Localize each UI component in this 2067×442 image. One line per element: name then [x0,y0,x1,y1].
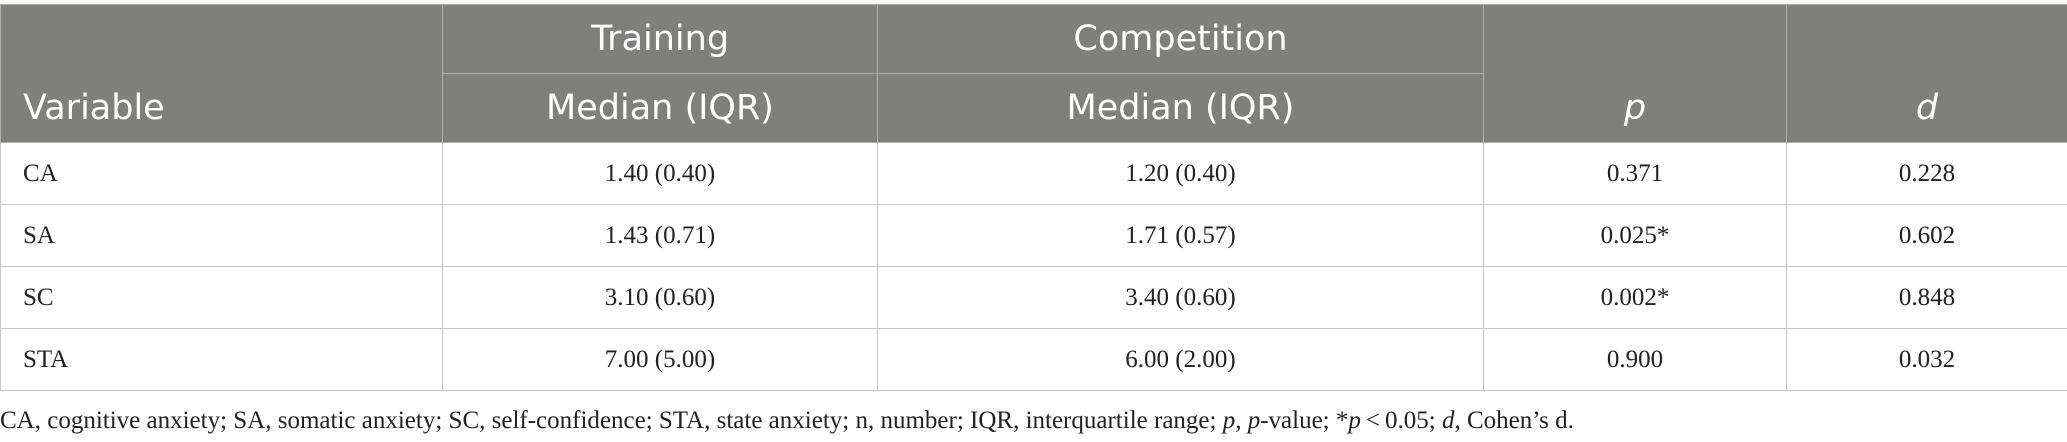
table-cell: 1.20 (0.40) [877,142,1484,205]
footnote-text: p [1247,407,1261,434]
table-body: CA 1.40 (0.40) 1.20 (0.40) 0.371 0.228 SA 1.43… [0,142,2067,391]
table-cell: 3.40 (0.60) [877,266,1484,329]
table-cell: 0.002* [1483,266,1787,329]
table-cell: 6.00 (2.00) [877,328,1484,391]
table-cell: 1.71 (0.57) [877,204,1484,267]
table-cell: 7.00 (5.00) [442,328,878,391]
footnote-text: p [1348,407,1361,434]
row-label: CA [0,142,443,205]
column-header: Median (IQR) [442,73,878,143]
table-cell: 0.602 [1786,204,2067,267]
table-cell: 0.228 [1786,142,2067,205]
footnote-text: CA, cognitive anxiety; SA, somatic anxie… [0,407,1223,434]
column-header: Median (IQR) [877,73,1484,143]
table-row: SA 1.43 (0.71) 1.71 (0.57) 0.025* 0.602 [0,204,2067,267]
table-row: STA 7.00 (5.00) 6.00 (2.00) 0.900 0.032 [0,328,2067,391]
header-cell [0,4,443,74]
footnote-text: -value; * [1260,407,1349,434]
row-label: SC [0,266,443,329]
table-cell: 0.025* [1483,204,1787,267]
results-table: Training Competition Variable Median (IQ… [0,4,2067,391]
column-header: p [1483,73,1787,143]
table-cell: 0.848 [1786,266,2067,329]
table-cell: 3.10 (0.60) [442,266,878,329]
table-cell: 0.900 [1483,328,1787,391]
table-row: CA 1.40 (0.40) 1.20 (0.40) 0.371 0.228 [0,142,2067,205]
group-header: Competition [877,4,1484,74]
footnote-text: < 0.05; [1360,407,1442,434]
group-header: Training [442,4,878,74]
table-cell: 1.43 (0.71) [442,204,878,267]
footnote-text: d [1441,407,1455,434]
header-cell [1786,4,2067,74]
row-label: SA [0,204,443,267]
column-header: Variable [0,73,443,143]
table-row: SC 3.10 (0.60) 3.40 (0.60) 0.002* 0.848 [0,266,2067,329]
header-cell [1483,4,1787,74]
table-cell: 1.40 (0.40) [442,142,878,205]
table-cell: 0.371 [1483,142,1787,205]
row-label: STA [0,328,443,391]
footnote-text: , Cohen’s d. [1454,407,1574,434]
footnote-text: p, [1222,407,1242,434]
table-cell: 0.032 [1786,328,2067,391]
footnote: CA, cognitive anxiety; SA, somatic anxie… [0,407,1574,435]
column-header: d [1786,73,2067,143]
